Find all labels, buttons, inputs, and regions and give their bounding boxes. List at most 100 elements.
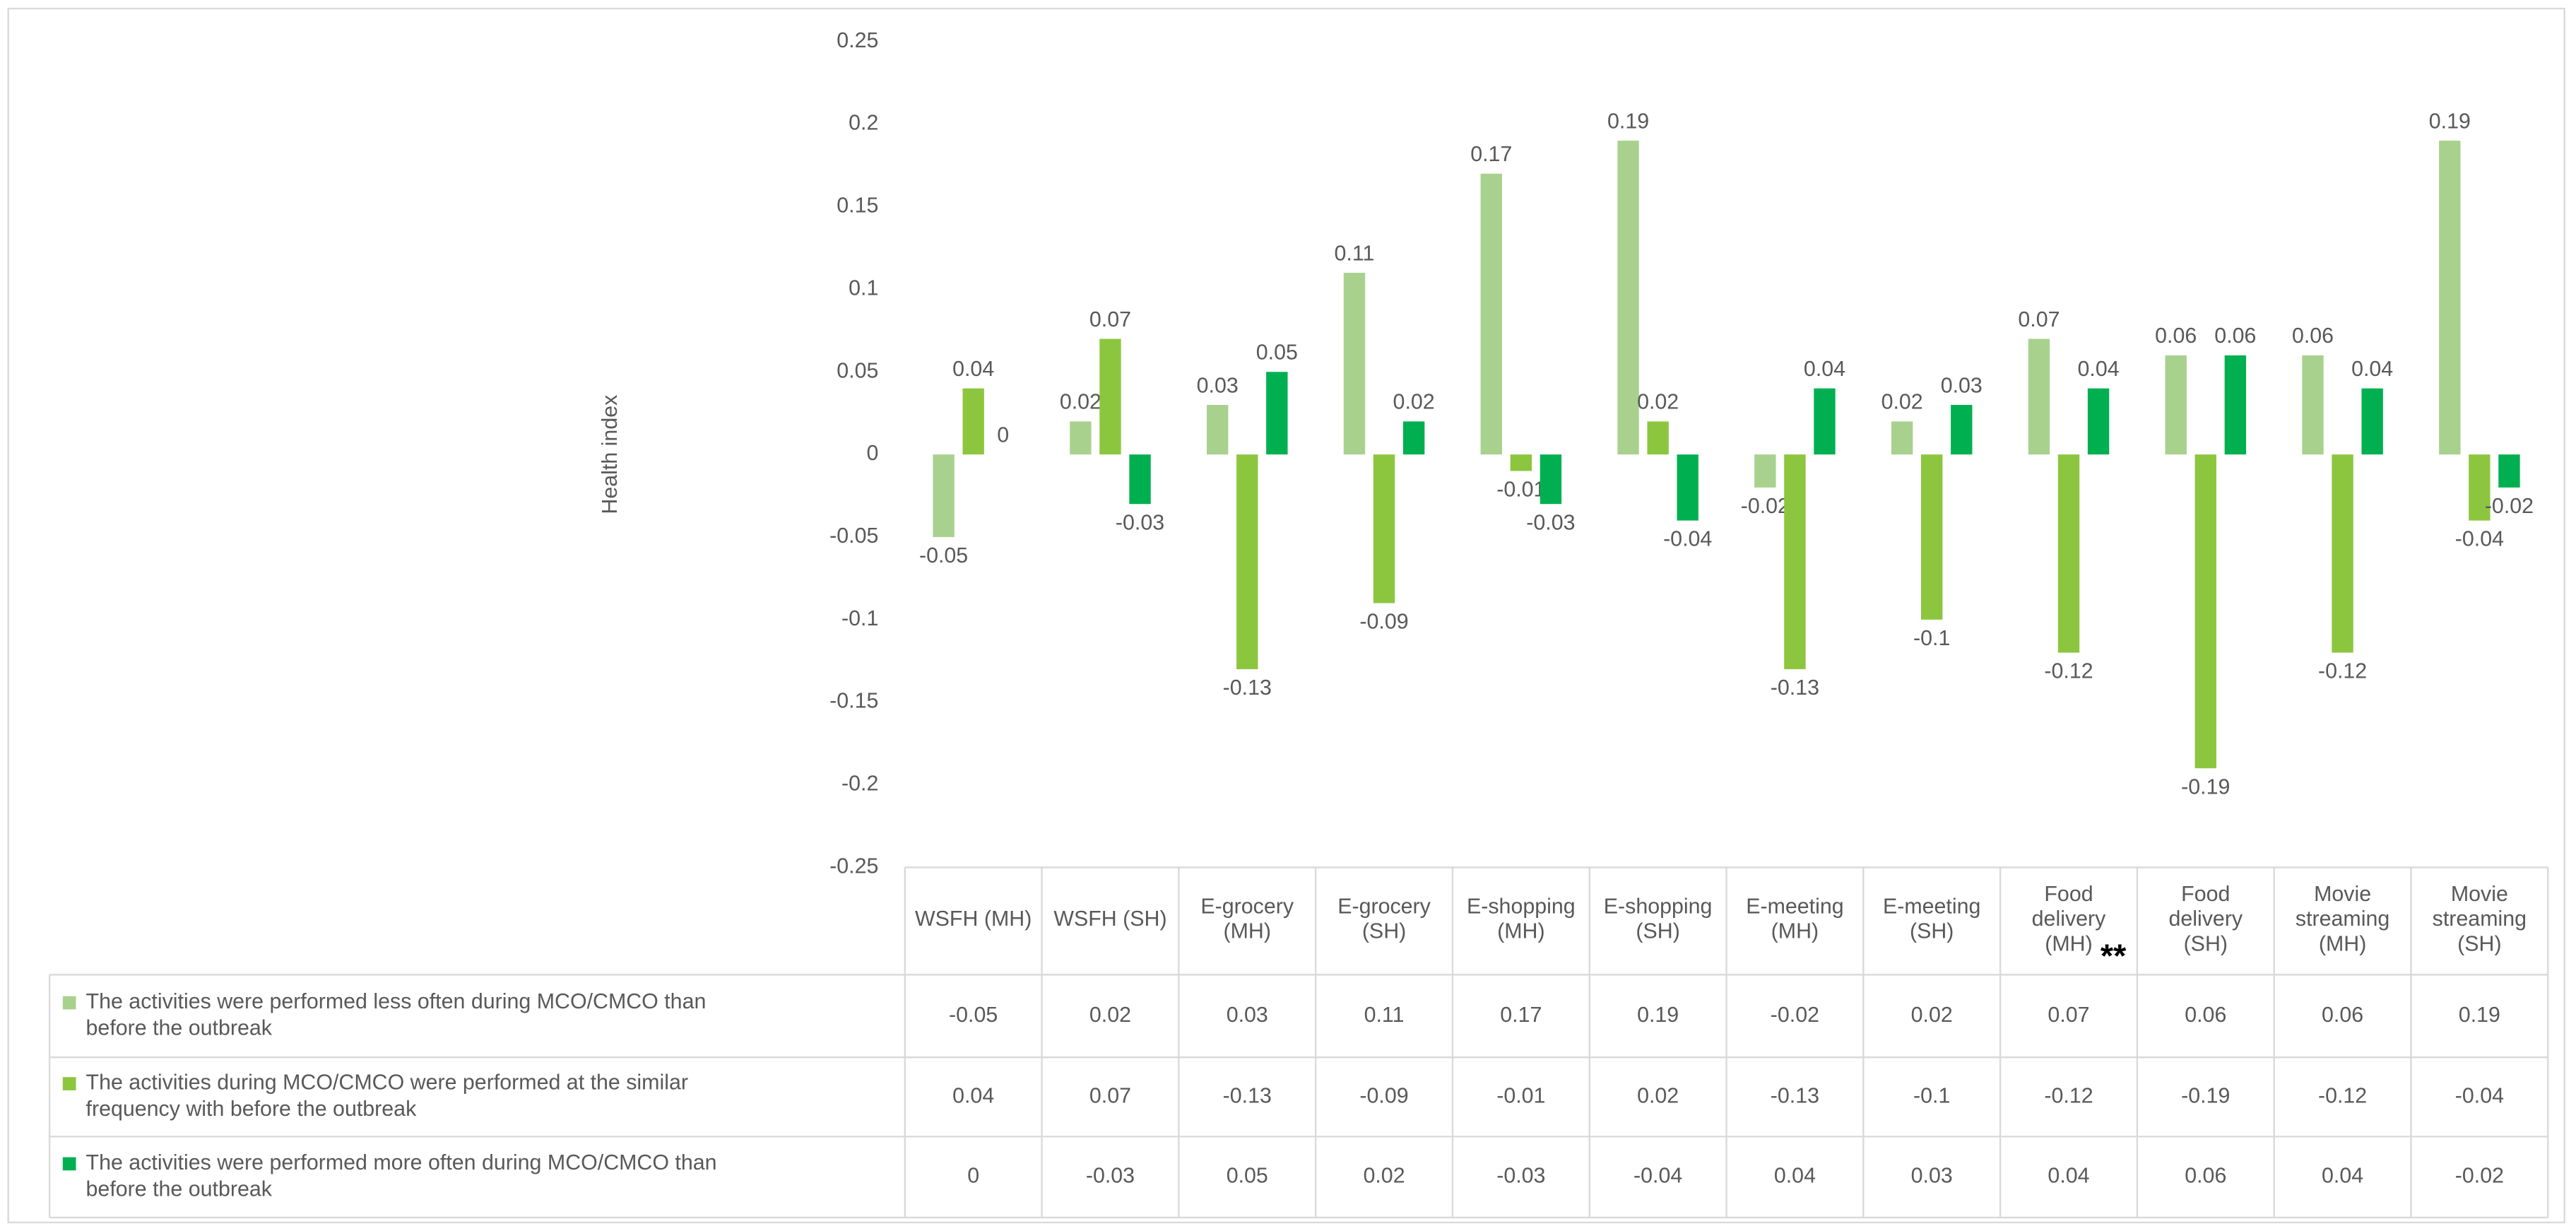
- bar: [1129, 454, 1151, 505]
- bar: [1266, 372, 1288, 455]
- data-label: 0: [997, 423, 1009, 447]
- data-label: -0.03: [1526, 510, 1575, 534]
- table-value: 0.04: [2322, 1164, 2363, 1188]
- bar: [962, 388, 984, 455]
- table-value: -0.05: [949, 1003, 998, 1027]
- data-label: 0.17: [1470, 142, 1512, 166]
- bar: [2087, 388, 2110, 455]
- table-value: -0.19: [2181, 1083, 2230, 1107]
- bar: [2194, 454, 2216, 769]
- data-label: -0.13: [1223, 676, 1272, 700]
- data-label: 0.19: [2429, 109, 2471, 133]
- x-tick-label: Food delivery (MH): [2032, 882, 2106, 955]
- data-label: 0.07: [2018, 307, 2060, 331]
- table-value: 0.04: [1774, 1164, 1816, 1188]
- table-value: -0.01: [1496, 1083, 1545, 1107]
- table-value: 0.06: [2185, 1164, 2226, 1188]
- table-value: -0.09: [1359, 1083, 1408, 1107]
- bar: [1099, 338, 1121, 455]
- table-value: 0.03: [1911, 1164, 1953, 1188]
- bar: [1647, 421, 1669, 455]
- y-tick-label: 0.1: [849, 276, 878, 300]
- table-value: -0.1: [1913, 1083, 1950, 1107]
- x-tick-label: E-grocery (SH): [1337, 895, 1431, 943]
- data-label: -0.1: [1913, 626, 1950, 650]
- table-value: -0.13: [1223, 1083, 1272, 1107]
- table-value: 0.11: [1364, 1003, 1405, 1027]
- table-value: -0.04: [2455, 1083, 2504, 1107]
- y-tick-label: -0.15: [829, 689, 878, 713]
- data-label: -0.12: [2044, 659, 2093, 683]
- data-label: 0.04: [2351, 357, 2393, 381]
- bar: [2498, 454, 2520, 488]
- data-label: -0.04: [2455, 527, 2504, 551]
- y-tick-label: -0.05: [829, 524, 878, 548]
- table-value: -0.12: [2318, 1083, 2367, 1107]
- legend-label: The activities during MCO/CMCO were perf…: [86, 1071, 688, 1121]
- table-value: -0.03: [1086, 1164, 1135, 1188]
- x-tick-label: Movie streaming (MH): [2296, 882, 2389, 955]
- data-label: -0.13: [1771, 676, 1819, 700]
- x-tick-label: E-meeting (SH): [1883, 895, 1980, 943]
- bar: [2302, 355, 2324, 455]
- data-label: 0.06: [2214, 324, 2256, 348]
- data-label: -0.02: [1741, 494, 1790, 518]
- table-value: 0.02: [1089, 1003, 1131, 1027]
- legend-swatch: [62, 996, 76, 1010]
- x-tick-label: Food delivery (SH): [2168, 882, 2243, 955]
- bar: [1677, 454, 1698, 521]
- data-label: -0.05: [919, 543, 968, 567]
- table-value: 0.06: [2185, 1003, 2226, 1027]
- table-value: -0.12: [2044, 1083, 2093, 1107]
- table-value: 0.19: [1637, 1003, 1679, 1027]
- data-label: 0.02: [1637, 390, 1679, 414]
- table-value: 0.02: [1911, 1003, 1953, 1027]
- data-label: 0.02: [1881, 390, 1923, 414]
- data-label: 0.19: [1607, 109, 1649, 133]
- bar: [1540, 454, 1562, 505]
- bar: [2439, 141, 2461, 455]
- y-tick-label: -0.25: [829, 854, 878, 878]
- table-value: 0.07: [2048, 1003, 2089, 1027]
- table-value: -0.02: [1771, 1003, 1819, 1027]
- data-label: 0.04: [1804, 357, 1845, 381]
- data-label: -0.09: [1359, 610, 1408, 634]
- bar: [2057, 454, 2080, 653]
- data-label: 0.04: [2078, 357, 2120, 381]
- x-tick-label: WSFH (MH): [915, 907, 1032, 931]
- bar: [1206, 405, 1229, 455]
- y-tick-label: 0.2: [849, 111, 878, 135]
- x-tick-label: E-shopping (MH): [1467, 895, 1576, 943]
- bar: [1343, 273, 1366, 455]
- annotation: **: [2101, 937, 2127, 974]
- legend-swatch: [62, 1077, 76, 1090]
- data-label: 0.11: [1335, 241, 1375, 265]
- table-value: -0.13: [1771, 1083, 1819, 1107]
- x-tick-label: E-grocery (MH): [1200, 895, 1294, 943]
- bar: [2028, 338, 2050, 455]
- y-tick-label: -0.2: [841, 772, 878, 796]
- data-label: -0.03: [1116, 510, 1164, 534]
- data-label: 0.06: [2292, 324, 2334, 348]
- x-tick-label: WSFH (SH): [1053, 907, 1166, 931]
- y-tick-label: 0.05: [837, 358, 878, 382]
- legend-label: The activities were performed more often…: [86, 1150, 717, 1201]
- y-tick-label: 0.15: [837, 194, 878, 218]
- y-tick-label: -0.1: [841, 606, 878, 630]
- data-label: 0.02: [1060, 390, 1101, 414]
- data-label: -0.02: [2485, 494, 2534, 518]
- table-value: 0.02: [1637, 1083, 1679, 1107]
- legend-label: The activities were performed less often…: [86, 989, 707, 1039]
- data-label: 0.04: [952, 357, 994, 381]
- table-value: 0.05: [1227, 1164, 1268, 1188]
- data-label: 0.03: [1941, 373, 1983, 397]
- bar: [2361, 388, 2383, 455]
- x-tick-label: Movie streaming (SH): [2433, 882, 2527, 955]
- bar: [2224, 355, 2247, 455]
- data-label: -0.01: [1496, 478, 1545, 502]
- bar: [1510, 454, 1532, 471]
- table-value: 0.03: [1227, 1003, 1268, 1027]
- table-value: 0.17: [1500, 1003, 1542, 1027]
- bar: [1402, 421, 1425, 455]
